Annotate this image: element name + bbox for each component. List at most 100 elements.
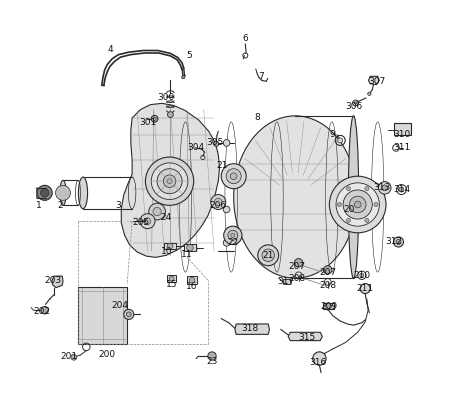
Text: 300: 300 (157, 93, 174, 102)
Circle shape (37, 185, 52, 200)
Circle shape (71, 354, 77, 360)
Circle shape (226, 169, 241, 184)
Circle shape (338, 138, 343, 143)
Polygon shape (288, 332, 322, 341)
Text: 6: 6 (242, 34, 248, 43)
Circle shape (164, 175, 176, 187)
Circle shape (223, 173, 230, 179)
Circle shape (124, 309, 134, 319)
Text: 317: 317 (277, 277, 295, 286)
Circle shape (393, 237, 403, 247)
Bar (187, 276, 197, 285)
Circle shape (365, 186, 369, 191)
Circle shape (167, 112, 173, 117)
Text: 207: 207 (289, 262, 306, 272)
Bar (184, 244, 196, 251)
Polygon shape (235, 324, 269, 334)
Circle shape (41, 189, 49, 197)
Text: 207: 207 (319, 268, 336, 277)
Circle shape (262, 249, 274, 261)
Circle shape (329, 176, 386, 233)
Circle shape (208, 352, 216, 360)
Bar (394, 123, 411, 135)
Text: 1: 1 (36, 201, 42, 210)
Text: 205: 205 (132, 218, 149, 228)
Text: 209: 209 (320, 302, 337, 310)
Circle shape (324, 266, 332, 274)
Text: 313: 313 (373, 184, 391, 192)
Circle shape (182, 75, 185, 79)
Text: 316: 316 (310, 358, 327, 367)
Ellipse shape (78, 177, 88, 209)
Circle shape (379, 181, 391, 194)
Circle shape (151, 163, 188, 199)
Text: 301: 301 (139, 118, 156, 127)
Text: 304: 304 (187, 143, 204, 153)
Circle shape (399, 187, 404, 192)
Circle shape (343, 190, 372, 219)
Circle shape (55, 185, 71, 200)
Text: 8: 8 (254, 114, 260, 122)
Text: 22: 22 (227, 238, 238, 247)
Text: 307: 307 (368, 77, 385, 86)
Text: 208: 208 (319, 281, 336, 290)
Text: 7: 7 (258, 72, 264, 81)
Circle shape (211, 194, 226, 210)
Text: 200: 200 (99, 350, 116, 359)
Circle shape (144, 218, 151, 225)
Circle shape (360, 273, 364, 277)
Text: 20: 20 (343, 205, 354, 214)
Text: 204: 204 (111, 301, 128, 310)
Circle shape (368, 92, 371, 96)
Polygon shape (283, 279, 291, 285)
Text: 16: 16 (185, 282, 197, 291)
Circle shape (326, 303, 331, 309)
Circle shape (140, 214, 155, 229)
Circle shape (228, 230, 238, 241)
Circle shape (365, 218, 369, 222)
Circle shape (169, 276, 174, 281)
Circle shape (157, 169, 182, 194)
Ellipse shape (348, 116, 359, 278)
Circle shape (126, 312, 131, 317)
Text: 4: 4 (107, 45, 113, 54)
Text: 11: 11 (181, 250, 192, 259)
Circle shape (224, 226, 242, 244)
Text: 315: 315 (298, 333, 316, 342)
Circle shape (360, 284, 370, 294)
Circle shape (258, 245, 279, 266)
Text: 201: 201 (60, 352, 77, 360)
Circle shape (153, 117, 156, 120)
Text: 318: 318 (241, 323, 258, 333)
Circle shape (215, 198, 222, 206)
Text: 3: 3 (116, 201, 121, 210)
Text: 306: 306 (345, 102, 362, 111)
Bar (323, 303, 334, 309)
Bar (164, 243, 176, 249)
Circle shape (382, 185, 388, 191)
Circle shape (146, 157, 194, 205)
Text: 10: 10 (161, 247, 172, 256)
Bar (78, 287, 127, 344)
Text: 206: 206 (210, 201, 227, 210)
Ellipse shape (234, 116, 357, 278)
Text: 210: 210 (353, 271, 370, 280)
Circle shape (187, 244, 193, 251)
Text: 24: 24 (161, 213, 172, 222)
Text: 202: 202 (33, 307, 50, 316)
Circle shape (167, 243, 173, 249)
Circle shape (149, 203, 165, 220)
Circle shape (346, 186, 351, 191)
Polygon shape (121, 103, 219, 257)
Text: 15: 15 (165, 280, 177, 289)
Circle shape (336, 183, 379, 226)
Circle shape (346, 218, 351, 222)
Circle shape (374, 202, 378, 207)
Circle shape (231, 233, 235, 238)
Polygon shape (52, 276, 63, 288)
Circle shape (349, 196, 366, 213)
Circle shape (355, 201, 361, 208)
Text: 211: 211 (356, 284, 374, 293)
Circle shape (221, 164, 246, 189)
Text: 23: 23 (206, 357, 218, 366)
